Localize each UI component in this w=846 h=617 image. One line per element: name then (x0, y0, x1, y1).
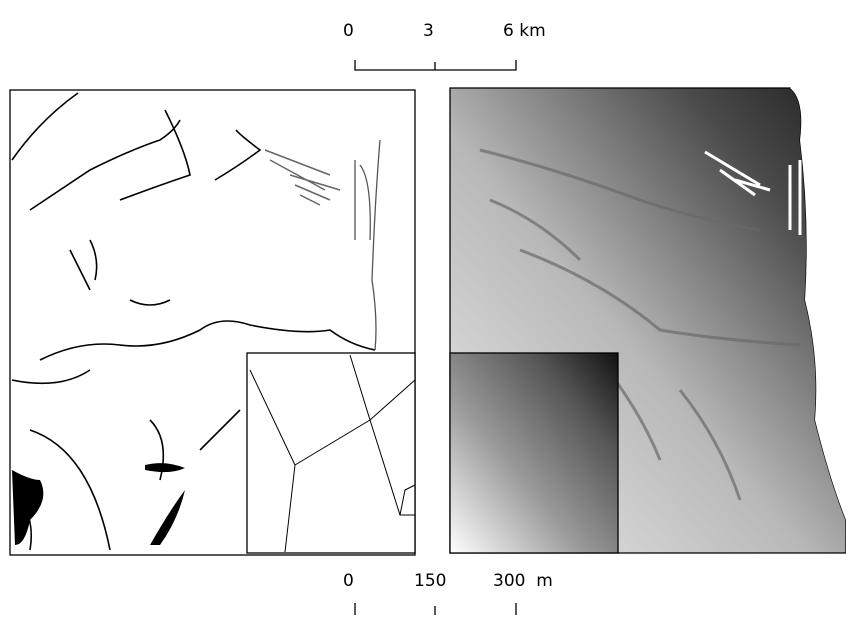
scale-label: 0 (343, 571, 354, 591)
scale-label: 6 km (503, 21, 546, 41)
top-scale-bar: 0 3 6 km (343, 21, 546, 71)
scale-ticks (354, 603, 517, 615)
bottom-scale-bar: 0 150 300 m (343, 571, 553, 615)
dem-inset (449, 352, 619, 554)
vector-map (9, 89, 416, 556)
scale-label: 3 (423, 21, 434, 41)
scale-line (354, 60, 517, 71)
dem-map (449, 87, 846, 554)
scale-label: 0 (343, 21, 354, 41)
scale-label: 150 (414, 571, 446, 591)
scale-label: 300 m (493, 571, 553, 591)
vector-inset (246, 352, 416, 554)
